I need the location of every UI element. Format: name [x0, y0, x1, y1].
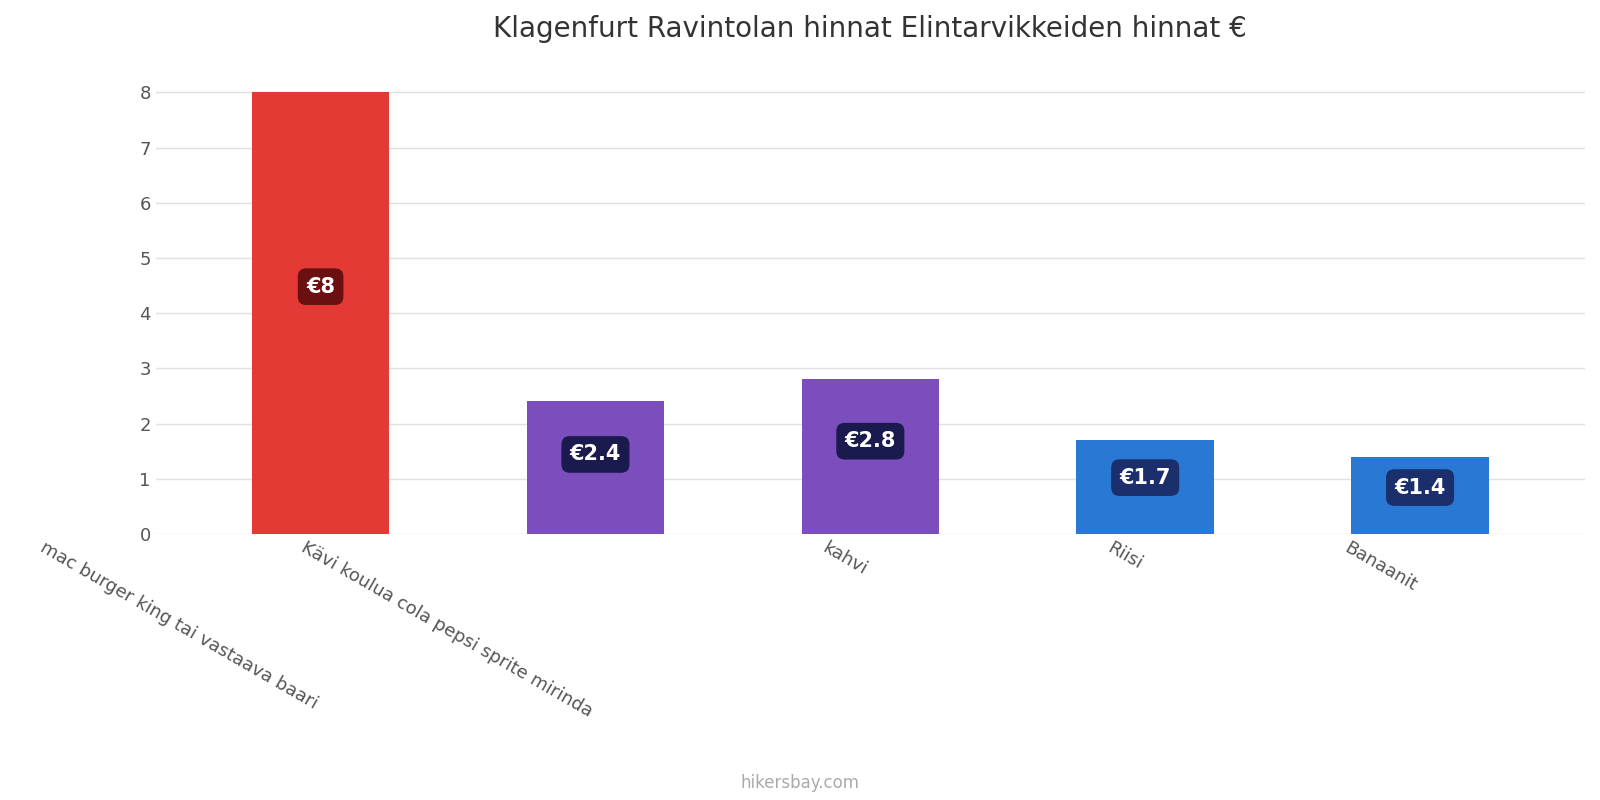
Text: €2.8: €2.8: [845, 431, 896, 451]
Text: €1.4: €1.4: [1394, 478, 1446, 498]
Text: €8: €8: [306, 277, 334, 297]
Title: Klagenfurt Ravintolan hinnat Elintarvikkeiden hinnat €: Klagenfurt Ravintolan hinnat Elintarvikk…: [493, 15, 1248, 43]
Text: hikersbay.com: hikersbay.com: [741, 774, 859, 792]
Bar: [1077, 440, 1214, 534]
Bar: [526, 402, 664, 534]
Bar: [1352, 457, 1488, 534]
Text: €1.7: €1.7: [1120, 468, 1171, 488]
Bar: [251, 92, 389, 534]
Text: €2.4: €2.4: [570, 445, 621, 465]
Bar: [802, 379, 939, 534]
